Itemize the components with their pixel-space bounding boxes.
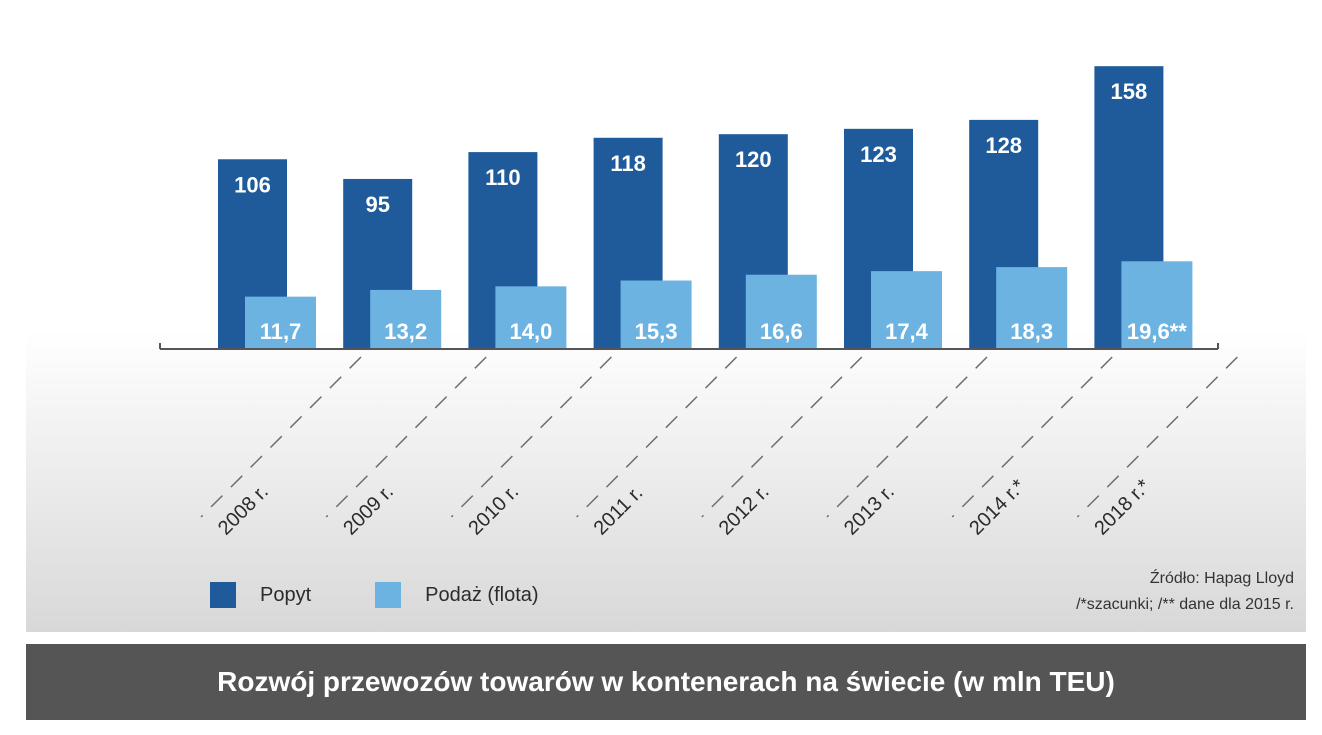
- tick-leader-line: [1076, 356, 1238, 518]
- bar-podaz: [1121, 261, 1193, 349]
- chart-canvas: 106 11,7 95 13,2 110 14,0 118 15,3 120 16,6 123 17,…: [26, 66, 1306, 632]
- bar-label-popyt: 128: [985, 133, 1022, 158]
- bar-podaz: [370, 289, 442, 349]
- bar-label-popyt: 106: [234, 172, 271, 197]
- bar-label-podaz: 13,2: [384, 319, 427, 344]
- bar-label-popyt: 118: [610, 151, 646, 176]
- source-note: Źródło: Hapag Lloyd /*szacunki; /** dane…: [1076, 566, 1294, 618]
- plot-background: [26, 330, 1306, 632]
- bar-label-podaz: 19,6**: [1127, 319, 1187, 344]
- bar-label-popyt: 110: [485, 165, 521, 190]
- footnote-line: /*szacunki; /** dane dla 2015 r.: [1076, 596, 1294, 613]
- bar-label-popyt: 95: [365, 192, 389, 217]
- tick-leader-line: [826, 356, 988, 518]
- legend: Popyt Podaż (flota): [210, 582, 603, 608]
- bar-label-popyt: 158: [1111, 79, 1148, 104]
- bar-label-podaz: 17,4: [885, 319, 929, 344]
- source-line: Źródło: Hapag Lloyd: [1149, 570, 1294, 587]
- tick-leader-line: [701, 356, 863, 518]
- legend-item-popyt: Popyt: [210, 582, 311, 608]
- bar-label-podaz: 16,6: [760, 319, 803, 344]
- chart-title: Rozwój przewozów towarów w kontenerach n…: [217, 666, 1115, 697]
- legend-item-podaz: Podaż (flota): [375, 582, 539, 608]
- title-band: Rozwój przewozów towarów w kontenerach n…: [26, 644, 1306, 720]
- bar-label-popyt: 123: [860, 142, 897, 167]
- tick-leader-line: [450, 356, 612, 518]
- bar-podaz: [871, 271, 942, 349]
- bar-podaz: [495, 286, 567, 349]
- legend-swatch-podaz: [375, 582, 402, 608]
- legend-label-podaz: Podaż (flota): [425, 583, 539, 606]
- legend-swatch-popyt: [210, 582, 236, 608]
- bar-podaz: [245, 296, 316, 349]
- tick-leader-line: [325, 356, 487, 518]
- tick-leader-line: [951, 356, 1113, 518]
- tick-leader-line: [200, 356, 362, 518]
- bar-podaz: [996, 267, 1068, 349]
- bar-label-popyt: 120: [735, 147, 772, 172]
- bar-label-podaz: 18,3: [1010, 319, 1053, 344]
- bar-podaz: [620, 280, 692, 349]
- legend-label-popyt: Popyt: [260, 583, 312, 606]
- bar-label-podaz: 14,0: [509, 319, 552, 344]
- bar-label-podaz: 15,3: [635, 319, 678, 344]
- tick-leader-line: [576, 356, 738, 518]
- bar-podaz: [745, 274, 817, 349]
- bar-label-podaz: 11,7: [260, 319, 302, 344]
